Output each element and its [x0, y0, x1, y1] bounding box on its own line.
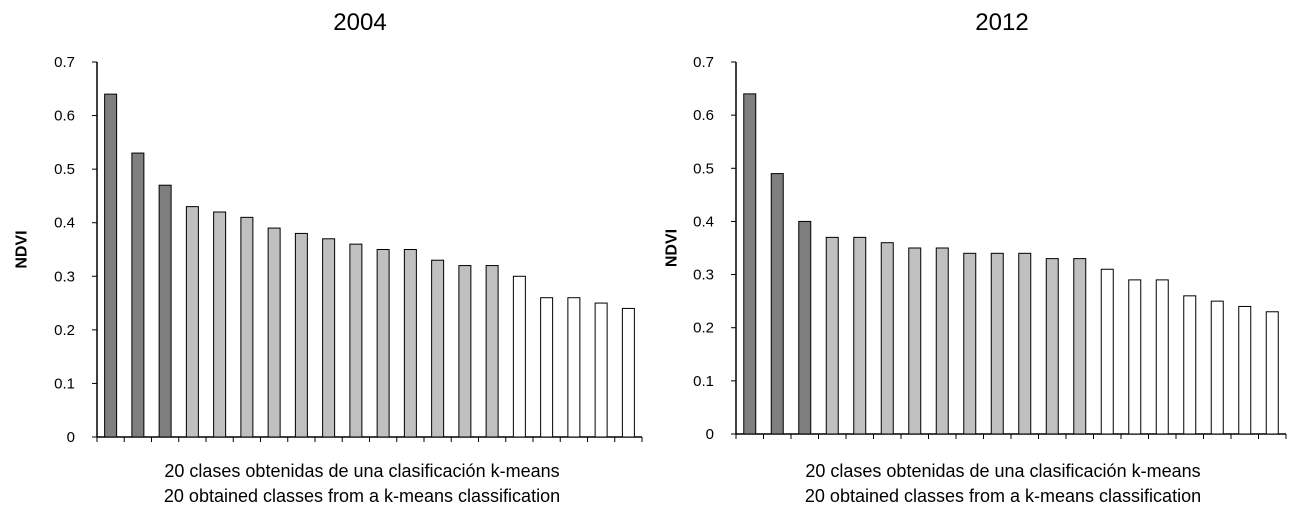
bar	[431, 259, 445, 438]
bar	[1155, 279, 1169, 435]
y-tick-label: 0.6	[54, 108, 75, 125]
y-tick-label: 0.5	[54, 161, 75, 178]
bar	[540, 297, 554, 438]
bar	[743, 93, 757, 435]
y-axis-label: NDVI	[14, 230, 31, 268]
y-tick-label: 0.2	[54, 322, 75, 339]
bar	[131, 152, 145, 438]
y-tick-label: 0.5	[693, 160, 714, 177]
x-axis-label: 20 obtained classes from a k-means class…	[164, 486, 560, 506]
bar	[908, 247, 922, 435]
bar	[1018, 252, 1032, 435]
chart-panel-2004: 2004 NDVI 0 0.1 0.2 0.3 0.4 0.5 0.6 0.7 20 clases …	[14, 9, 643, 506]
bar	[403, 249, 417, 438]
bar	[1238, 305, 1252, 435]
y-axis-label: NDVI	[664, 229, 681, 267]
bar	[963, 252, 977, 435]
bar	[1100, 268, 1114, 435]
y-tick-label: 0	[706, 426, 714, 443]
bar	[567, 297, 581, 438]
y-tick-label: 0.6	[693, 107, 714, 124]
bar	[294, 232, 308, 438]
bar	[485, 265, 499, 438]
bar	[376, 249, 390, 438]
bar	[458, 265, 472, 438]
y-tick-label: 0.1	[54, 375, 75, 392]
chart-panel-2012: 2012 NDVI 0 0.1 0.2 0.3 0.4 0.5 0.6 0.7 20 clases …	[664, 9, 1287, 506]
bar	[770, 173, 784, 435]
bar	[1183, 295, 1197, 435]
y-tick-label: 0.4	[54, 215, 75, 232]
bar	[825, 236, 839, 435]
y-tick-label: 0.7	[693, 54, 714, 71]
bar	[1073, 258, 1087, 435]
y-tick-label: 0.7	[54, 54, 75, 71]
y-tick-label: 0.3	[54, 268, 75, 285]
bar	[1045, 258, 1059, 435]
x-axis-label: 20 clases obtenidas de una clasificación…	[805, 461, 1200, 481]
y-tick-label: 0.4	[693, 213, 714, 230]
y-tick-label: 0.1	[693, 373, 714, 390]
bar	[322, 238, 336, 438]
chart-title: 2012	[975, 9, 1028, 36]
y-tick-label: 0	[67, 429, 75, 446]
bar	[1210, 300, 1224, 435]
bar	[798, 220, 812, 435]
bar	[158, 184, 172, 438]
bar	[935, 247, 949, 435]
chart-title: 2004	[333, 9, 386, 36]
x-axis-label: 20 obtained classes from a k-means class…	[805, 486, 1201, 506]
bar	[213, 211, 227, 438]
bar	[594, 302, 608, 438]
bar	[349, 243, 363, 438]
bar	[185, 206, 199, 438]
bar	[1265, 311, 1279, 435]
bar	[267, 227, 281, 438]
bar	[104, 93, 118, 438]
bar	[240, 216, 254, 438]
y-tick-label: 0.3	[693, 267, 714, 284]
bar	[1128, 279, 1142, 435]
bar	[853, 236, 867, 435]
bar	[512, 275, 526, 438]
bar	[880, 242, 894, 435]
bar	[990, 252, 1004, 435]
x-axis-label: 20 clases obtenidas de una clasificación…	[164, 461, 559, 481]
y-tick-label: 0.2	[693, 320, 714, 337]
bar	[621, 307, 635, 438]
